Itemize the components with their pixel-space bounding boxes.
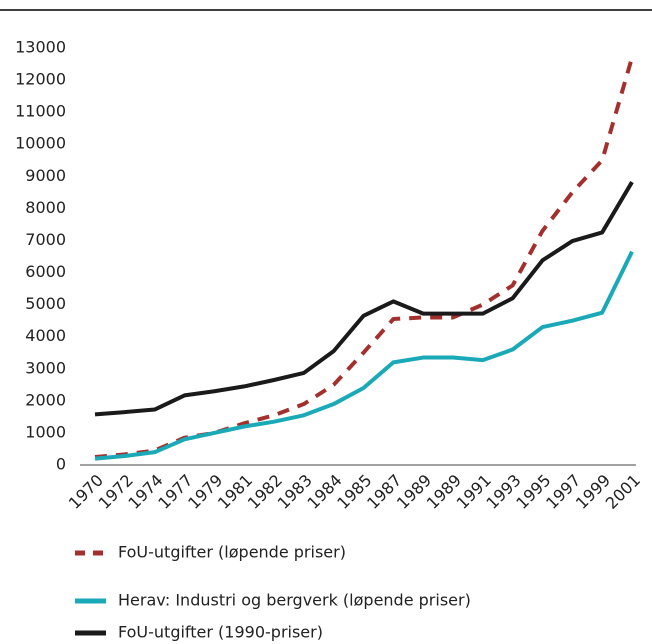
legend-label: Herav: Industri og bergverk (løpende pri… <box>118 591 471 610</box>
y-tick-label: 2000 <box>25 390 66 409</box>
y-tick-label: 9000 <box>25 166 66 185</box>
y-tick-label: 4000 <box>25 326 66 345</box>
y-tick-label: 8000 <box>25 198 66 217</box>
y-tick-label: 6000 <box>25 262 66 281</box>
series-line <box>94 181 634 417</box>
y-tick-label: 0 <box>56 455 66 474</box>
legend-label: FoU-utgifter (løpende priser) <box>118 543 346 562</box>
y-tick-label: 11000 <box>15 102 66 121</box>
x-tick-label: 2001 <box>602 471 644 513</box>
series-line <box>94 250 634 461</box>
y-tick-label: 7000 <box>25 230 66 249</box>
y-tick-label: 5000 <box>25 294 66 313</box>
series-line <box>94 57 634 459</box>
y-tick-label: 1000 <box>25 422 66 441</box>
y-tick-label: 3000 <box>25 358 66 377</box>
y-tick-label: 10000 <box>15 134 66 153</box>
legend-label: FoU-utgifter (1990-priser) <box>118 623 323 642</box>
y-tick-label: 13000 <box>15 38 66 57</box>
y-tick-label: 12000 <box>15 70 66 89</box>
